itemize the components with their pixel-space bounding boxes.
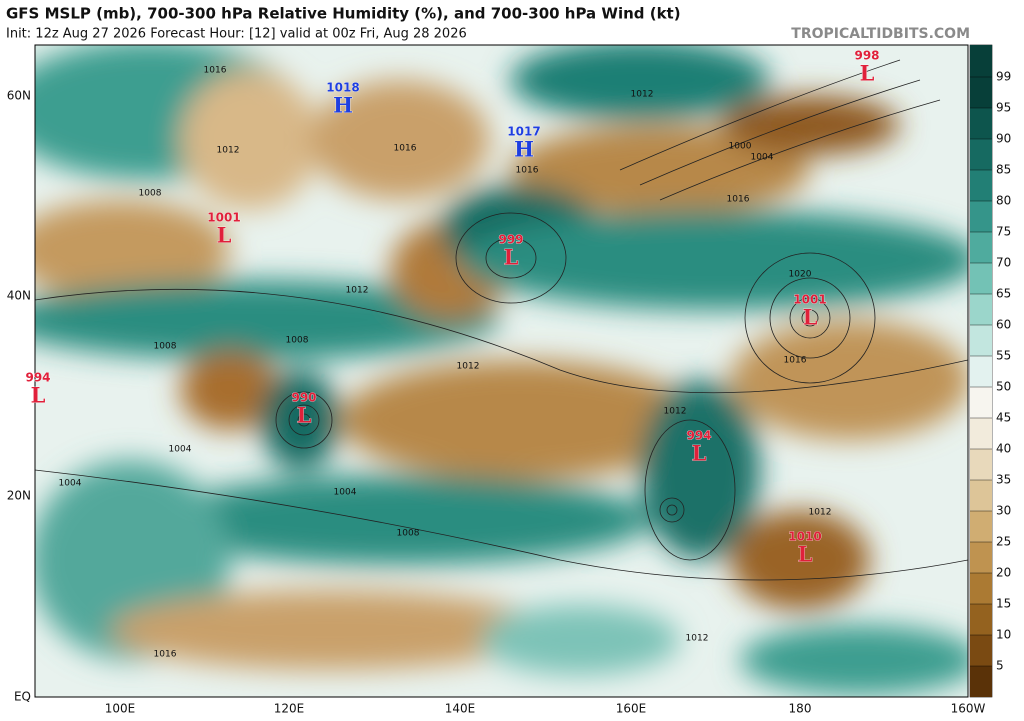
center-pressure: 1010: [788, 530, 821, 544]
colorbar-label: 70: [996, 256, 1011, 270]
title: GFS MSLP (mb), 700-300 hPa Relative Humi…: [6, 5, 681, 23]
isobar-label: 1012: [631, 90, 654, 100]
colorbar-label: 55: [996, 349, 1011, 363]
center-pressure: 1001: [207, 211, 240, 225]
colorbar-segment: [970, 263, 992, 294]
colorbar-segment: [970, 635, 992, 666]
colorbar-label: 25: [996, 535, 1011, 549]
colorbar-label: 5: [996, 659, 1004, 673]
colorbar-segment: [970, 325, 992, 356]
center-pressure: 1018: [326, 81, 359, 95]
center-letter: L: [31, 383, 46, 408]
colorbar-segment: [970, 511, 992, 542]
colorbar-label: 65: [996, 287, 1011, 301]
colorbar-segment: [970, 201, 992, 232]
isobar-label: 1004: [59, 479, 82, 489]
center-letter: L: [798, 542, 813, 567]
colorbar-segment: [970, 139, 992, 170]
colorbar-label: 45: [996, 411, 1011, 425]
isobar-label: 1016: [784, 356, 807, 366]
colorbar-segment: [970, 232, 992, 263]
colorbar-segment: [970, 294, 992, 325]
center-letter: H: [333, 93, 353, 118]
center-pressure: 994: [25, 371, 50, 385]
isobar-label: 1004: [334, 488, 357, 498]
isobar-label: 1012: [217, 146, 240, 156]
lon-label: 180: [789, 702, 812, 716]
center-pressure: 990: [291, 391, 316, 405]
isobar-label: 1008: [154, 342, 177, 352]
colorbar-label: 10: [996, 628, 1011, 642]
isobar-label: 1012: [457, 362, 480, 372]
center-letter: L: [692, 441, 707, 466]
map: [35, 45, 968, 697]
center-pressure: 999: [498, 233, 523, 247]
colorbar-segment: [970, 604, 992, 635]
colorbar-segment: [970, 573, 992, 604]
colorbar-label: 60: [996, 318, 1011, 332]
lat-label: EQ: [14, 690, 31, 704]
isobar-label: 1000: [729, 142, 752, 152]
center-letter: L: [504, 245, 519, 270]
colorbar-label: 95: [996, 101, 1011, 115]
colorbar-label: 75: [996, 225, 1011, 239]
center-letter: L: [803, 305, 818, 330]
isobar-label: 1012: [346, 286, 369, 296]
colorbar-segment: [970, 418, 992, 449]
center-letter: L: [297, 403, 312, 428]
lat-label: 40N: [7, 289, 31, 303]
site-name: TROPICALTIDBITS.COM: [791, 26, 970, 42]
colorbar-label: 80: [996, 194, 1011, 208]
lon-label: 120E: [274, 702, 305, 716]
colorbar-segment: [970, 108, 992, 139]
colorbar-label: 90: [996, 132, 1011, 146]
isobar-label: 1016: [516, 166, 539, 176]
colorbar-label: 99: [996, 70, 1011, 84]
lat-label: 60N: [7, 89, 31, 103]
colorbar-segment: [970, 666, 992, 697]
isobar-label: 1012: [664, 407, 687, 417]
isobar-label: 1016: [154, 650, 177, 660]
isobar-label: 1004: [169, 445, 192, 455]
subtitle: Init: 12z Aug 27 2026 Forecast Hour: [12…: [6, 27, 467, 42]
colorbar-segment: [970, 387, 992, 418]
center-pressure: 1017: [507, 125, 540, 139]
center-pressure: 1001: [793, 293, 826, 307]
colorbar-label: 50: [996, 380, 1011, 394]
lat-label: 20N: [7, 489, 31, 503]
colorbar-segment: [970, 45, 992, 108]
lon-label: 100E: [105, 702, 136, 716]
colorbar-segment: [970, 449, 992, 480]
isobar-label: 1016: [394, 144, 417, 154]
center-letter: H: [514, 137, 534, 162]
lon-label: 160E: [616, 702, 647, 716]
isobar-label: 1008: [139, 189, 162, 199]
center-pressure: 998: [854, 49, 879, 63]
colorbar-label: 40: [996, 442, 1011, 456]
isobar-label: 1012: [686, 634, 709, 644]
colorbar-label: 30: [996, 504, 1011, 518]
isobar-label: 1016: [727, 195, 750, 205]
center-letter: L: [860, 61, 875, 86]
colorbar-label: 35: [996, 473, 1011, 487]
colorbar-segment: [970, 542, 992, 573]
center-pressure: 994: [686, 429, 711, 443]
colorbar-label: 85: [996, 163, 1011, 177]
lon-label: 140E: [445, 702, 476, 716]
colorbar-label: 20: [996, 566, 1011, 580]
isobar-label: 1008: [286, 336, 309, 346]
isobar-label: 1004: [751, 153, 774, 163]
map-frame: [34, 44, 969, 698]
colorbar-segment: [970, 170, 992, 201]
colorbar-segment: [970, 356, 992, 387]
lon-label: 160W: [951, 702, 986, 716]
colorbar-segment: [970, 480, 992, 511]
center-letter: L: [217, 223, 232, 248]
isobar-label: 1008: [397, 529, 420, 539]
isobar-label: 1020: [789, 270, 812, 280]
isobar-label: 1016: [204, 66, 227, 76]
isobar-label: 1012: [809, 508, 832, 518]
colorbar-label: 15: [996, 597, 1011, 611]
